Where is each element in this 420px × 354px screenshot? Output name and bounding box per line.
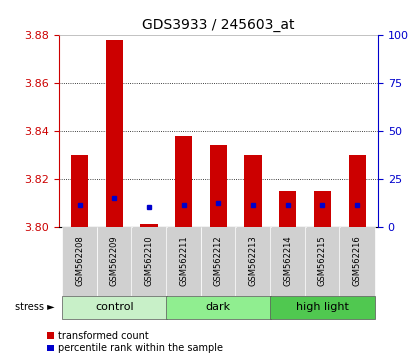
Title: GDS3933 / 245603_at: GDS3933 / 245603_at (142, 18, 295, 32)
Bar (244, 155, 262, 227)
Text: GSM562208: GSM562208 (75, 236, 84, 286)
Text: GSM562210: GSM562210 (144, 236, 153, 286)
Bar (175, 136, 192, 227)
Text: control: control (95, 302, 134, 312)
Bar (349, 155, 366, 227)
Bar (140, 224, 158, 227)
Text: GSM562211: GSM562211 (179, 236, 188, 286)
Text: GSM562213: GSM562213 (249, 236, 257, 286)
Text: GSM562209: GSM562209 (110, 236, 119, 286)
Legend: transformed count, percentile rank within the sample: transformed count, percentile rank withi… (47, 331, 223, 353)
Text: dark: dark (206, 302, 231, 312)
Bar (279, 191, 297, 227)
Text: GSM562215: GSM562215 (318, 236, 327, 286)
Bar (71, 155, 88, 227)
Bar (210, 145, 227, 227)
Text: GSM562212: GSM562212 (214, 236, 223, 286)
Bar (106, 40, 123, 227)
Text: GSM562216: GSM562216 (353, 236, 362, 286)
Text: stress ►: stress ► (15, 302, 55, 312)
Text: GSM562214: GSM562214 (284, 236, 292, 286)
Bar (314, 191, 331, 227)
Text: high light: high light (296, 302, 349, 312)
